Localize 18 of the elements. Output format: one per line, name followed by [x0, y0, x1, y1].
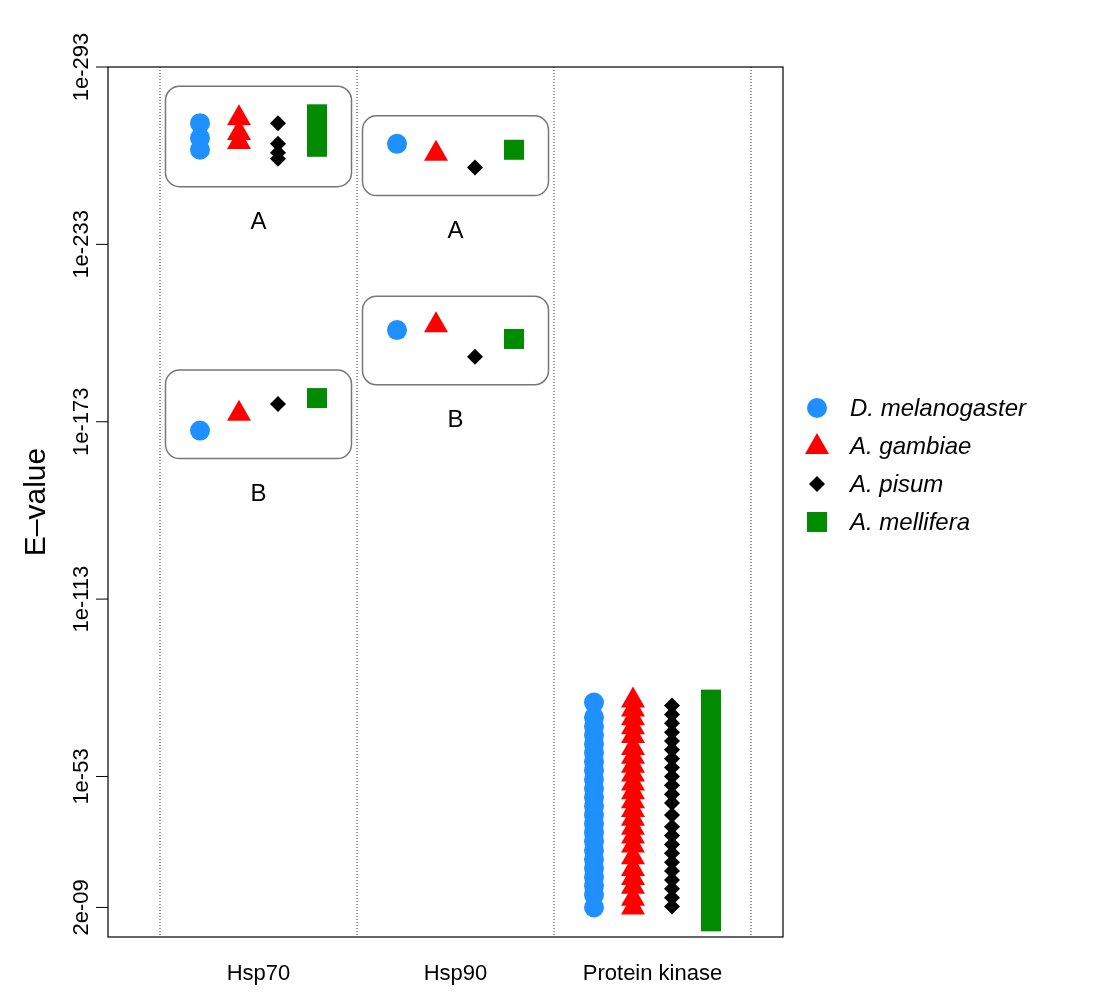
- legend-label: A. gambiae: [848, 432, 972, 459]
- legend-label: A. pisum: [848, 470, 944, 497]
- x-tick-label: Protein kinase: [582, 960, 723, 985]
- legend-label: A. mellifera: [848, 508, 971, 535]
- y-tick-label: 1e-113: [68, 565, 93, 633]
- y-tick-label: 2e-09: [68, 879, 93, 936]
- annotation: B: [250, 478, 267, 506]
- y-tick-label: 1e-53: [68, 748, 93, 805]
- annotation: A: [447, 215, 464, 243]
- legend-label: D. melanogaster: [850, 394, 1028, 421]
- y-tick-label: 1e-173: [68, 387, 93, 456]
- annotation: A: [250, 206, 267, 234]
- y-tick-label: 1e-233: [68, 210, 93, 279]
- annotation: B: [447, 404, 464, 432]
- y-axis-title: E–value: [18, 447, 51, 557]
- x-tick-label: Hsp70: [226, 960, 291, 985]
- x-tick-label: Hsp90: [423, 960, 488, 985]
- y-tick-label: 1e-293: [68, 32, 93, 102]
